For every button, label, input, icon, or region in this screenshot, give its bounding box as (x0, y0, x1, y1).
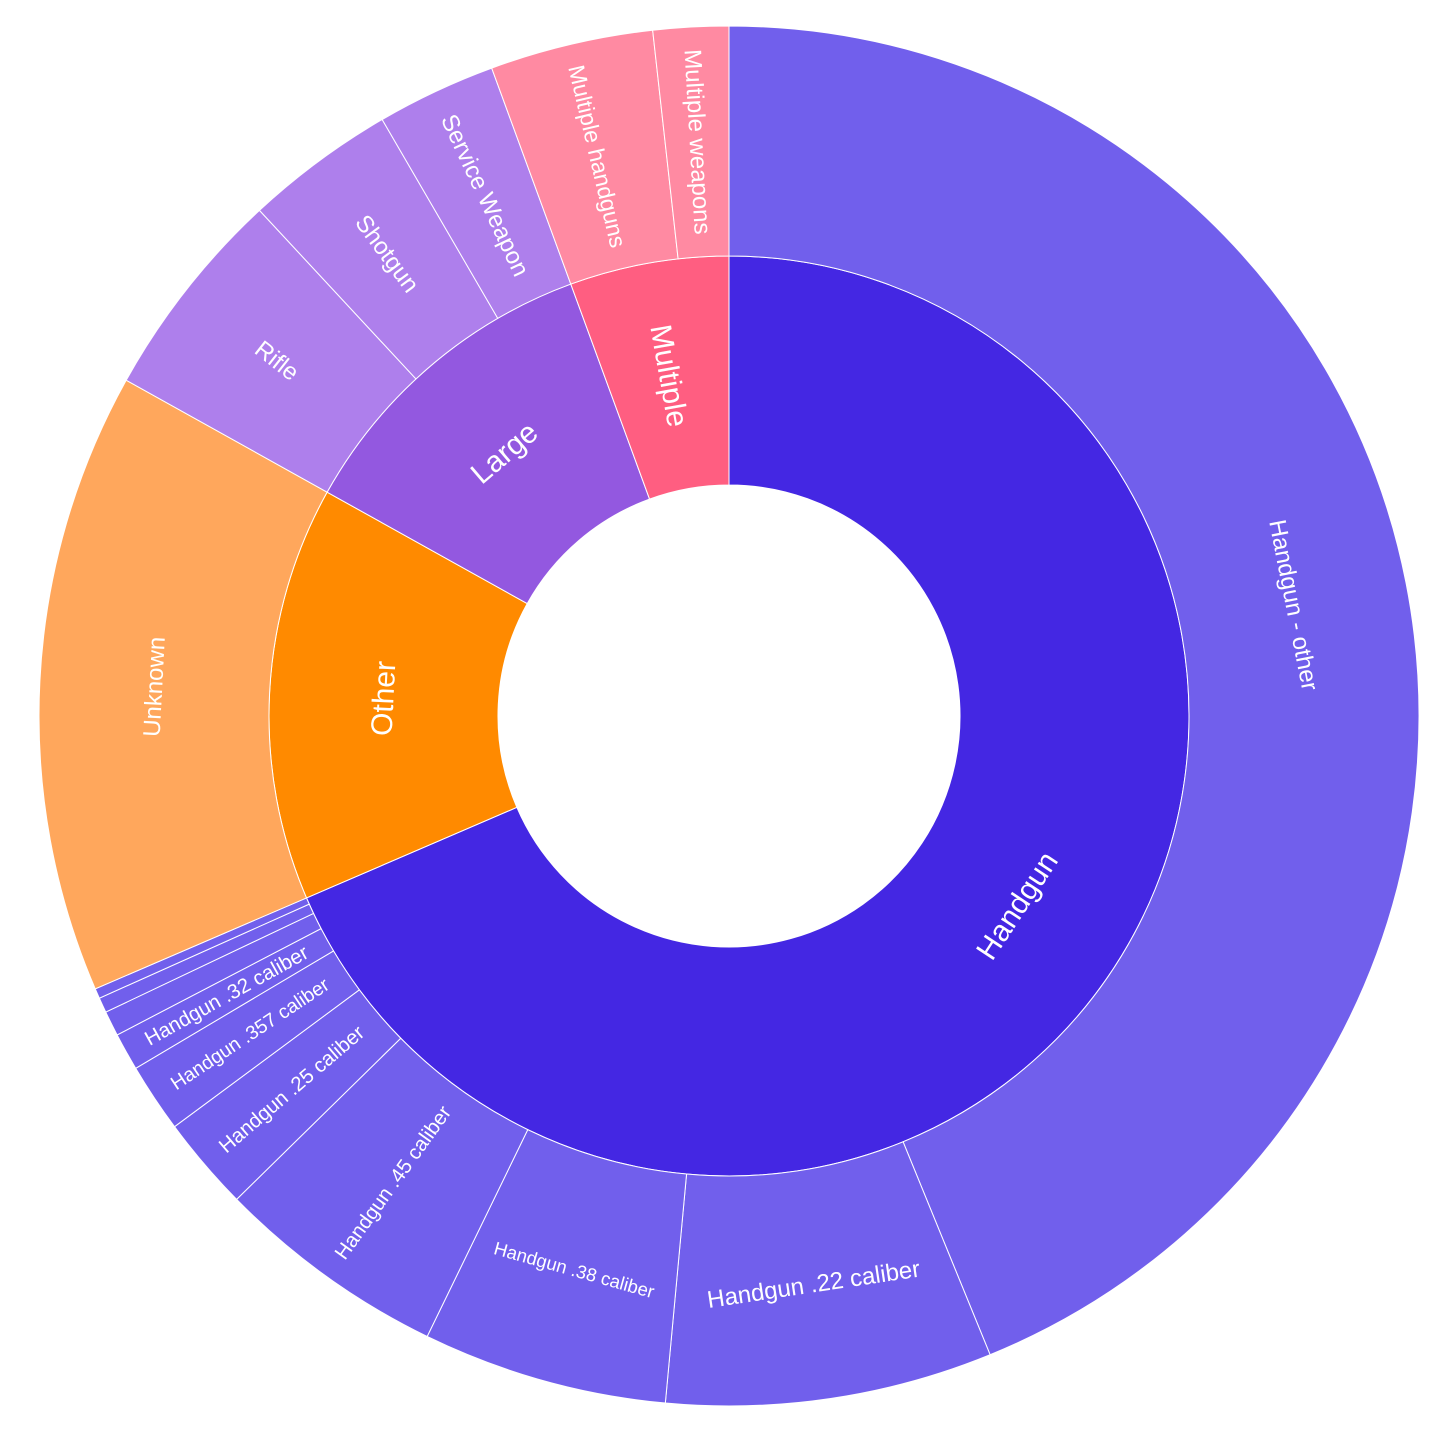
segment-handgun-other[interactable] (728, 25, 1420, 1356)
label-unknown: Unknown (139, 636, 171, 737)
segment-unknown[interactable] (38, 379, 328, 990)
segment-multiple-weapons[interactable] (652, 25, 730, 260)
label-other: Other (366, 660, 403, 737)
segments-layer (38, 25, 1420, 1407)
